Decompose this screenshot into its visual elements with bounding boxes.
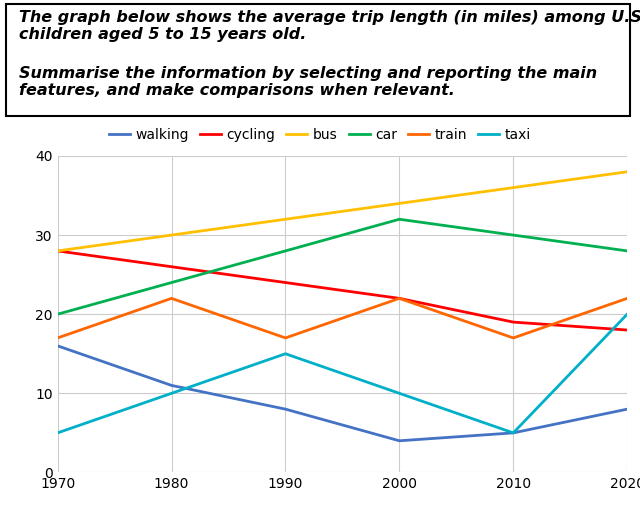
walking [54,343,61,349]
Line: train: train [58,298,627,338]
taxi [623,311,631,317]
car [282,248,289,254]
bus [623,169,631,175]
Line: taxi: taxi [58,314,627,433]
Line: car: car [58,219,627,314]
walking [396,438,403,444]
bus [396,200,403,206]
train [54,335,61,341]
taxi [168,390,175,396]
train [623,295,631,301]
Line: walking: walking [58,346,627,441]
cycling [168,264,175,270]
walking [509,430,517,436]
Legend: walking, cycling, bus, car, train, taxi: walking, cycling, bus, car, train, taxi [104,122,536,148]
walking [623,406,631,412]
cycling [282,279,289,285]
Text: Summarise the information by selecting and reporting the main
features, and make: Summarise the information by selecting a… [19,66,597,98]
cycling [54,248,61,254]
train [168,295,175,301]
walking [282,406,289,412]
train [509,335,517,341]
taxi [509,430,517,436]
train [396,295,403,301]
bus [282,216,289,223]
Line: cycling: cycling [58,251,627,330]
car [509,232,517,238]
Text: The graph below shows the average trip length (in miles) among U.S.
children age: The graph below shows the average trip l… [19,10,640,42]
car [396,216,403,223]
train [282,335,289,341]
bus [509,184,517,190]
cycling [509,319,517,325]
bus [168,232,175,238]
bus [54,248,61,254]
car [623,248,631,254]
cycling [623,327,631,333]
taxi [54,430,61,436]
Line: bus: bus [58,172,627,251]
car [168,279,175,285]
FancyBboxPatch shape [6,4,630,116]
taxi [396,390,403,396]
cycling [396,295,403,301]
walking [168,383,175,389]
car [54,311,61,317]
taxi [282,351,289,357]
